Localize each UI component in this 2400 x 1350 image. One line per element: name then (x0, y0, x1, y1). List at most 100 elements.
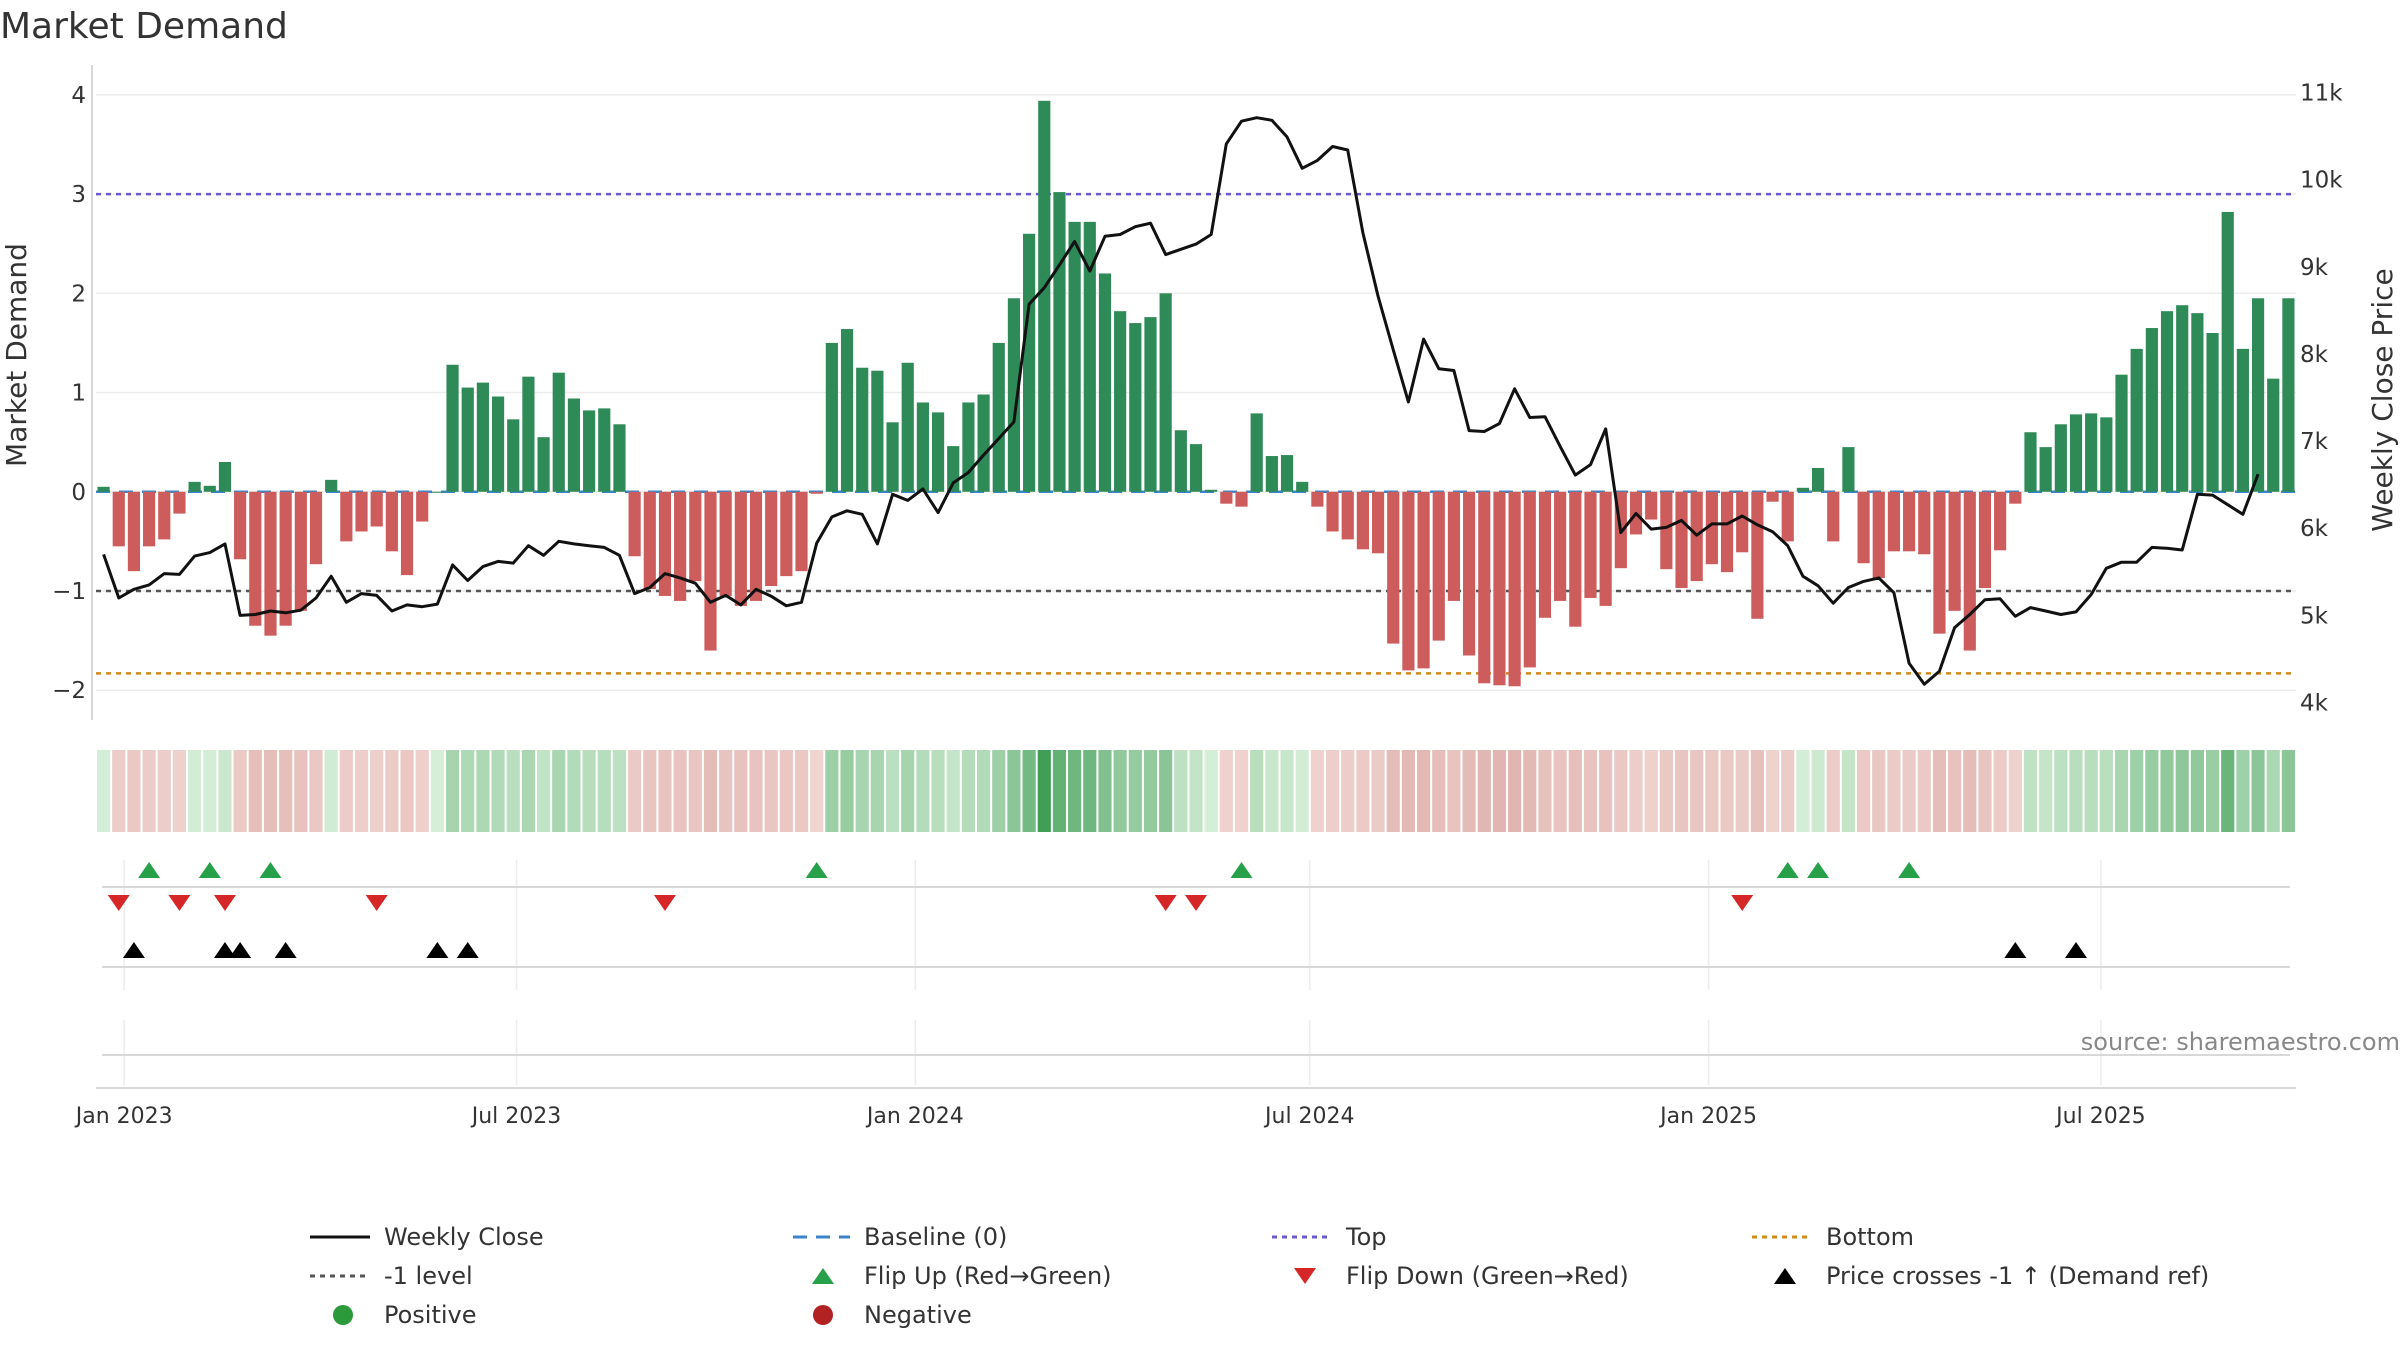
legend-swatch (813, 1305, 833, 1325)
demand-bar (1417, 491, 1430, 669)
heat-cell (1568, 750, 1582, 832)
heat-cell (1462, 750, 1476, 832)
demand-bar (249, 491, 262, 626)
demand-bar (1599, 491, 1612, 606)
heat-cell (567, 750, 581, 832)
heat-cell (1841, 750, 1855, 832)
reference-lines (96, 192, 2296, 675)
heat-cell (1735, 750, 1749, 832)
heat-cell (370, 750, 384, 832)
legend-label: Price crosses -1 ↑ (Demand ref) (1826, 1262, 2209, 1290)
legend-label: Top (1345, 1223, 1387, 1251)
heat-cell (2205, 750, 2220, 832)
demand-bar (2236, 348, 2249, 492)
y2-tick-label: 9k (2300, 255, 2329, 281)
demand-bar (2176, 305, 2189, 492)
heat-cell (2175, 750, 2189, 832)
demand-bar (1523, 491, 1536, 668)
heat-cell (1765, 750, 1780, 832)
heat-cell (1265, 750, 1279, 832)
heat-cell (1978, 750, 1992, 832)
demand-bar (537, 437, 550, 492)
heat-cell (203, 750, 217, 832)
demand-bar (158, 491, 171, 540)
demand-bar (279, 491, 292, 626)
demand-bar (1720, 491, 1734, 573)
legend-label: -1 level (384, 1262, 473, 1290)
heat-cell (142, 750, 156, 832)
demand-bar (2191, 313, 2204, 492)
demand-bar (143, 491, 156, 547)
heat-cell (658, 750, 672, 832)
heat-cell (2069, 750, 2083, 832)
demand-bar (1538, 491, 1552, 618)
y2-tick-label: 10k (2300, 168, 2343, 194)
demand-bar (2130, 348, 2143, 492)
flip-up-marker (805, 862, 828, 878)
demand-bar (567, 398, 581, 492)
demand-bar (2145, 328, 2158, 492)
heat-cell (2099, 750, 2113, 832)
demand-bar (188, 481, 201, 492)
demand-bar (1083, 221, 1096, 492)
demand-bar (1508, 491, 1521, 687)
heat-cell (1720, 750, 1734, 832)
heat-cell (2251, 750, 2265, 832)
demand-bar (1280, 455, 1294, 492)
heat-cell (1204, 750, 1218, 832)
demand-bar (1311, 491, 1324, 507)
heat-cell (339, 750, 353, 832)
demand-bar (1478, 491, 1491, 684)
heat-cell (537, 750, 551, 832)
heat-cell (233, 750, 247, 832)
heat-cell (1174, 750, 1188, 832)
legend-item: Baseline (0) (793, 1223, 1007, 1251)
heat-cell (1659, 750, 1673, 832)
price-cross-marker (274, 942, 297, 958)
heat-cell (1250, 750, 1264, 832)
demand-bar (1129, 323, 1142, 492)
demand-bar (2054, 424, 2067, 492)
heat-cell (1098, 750, 1112, 832)
legend-item: Bottom (1752, 1223, 1914, 1251)
heat-cell (1599, 750, 1613, 832)
y-tick-label: 4 (71, 83, 86, 109)
heat-cell (1113, 750, 1127, 832)
y-axis-label: Market Demand (0, 243, 33, 467)
heat-cell (855, 750, 869, 832)
legend-label: Negative (864, 1301, 972, 1329)
demand-bar (1098, 273, 1112, 492)
demand-bar (931, 412, 945, 492)
heat-cell (354, 750, 369, 832)
y-tick-label: 1 (71, 381, 86, 407)
legend-label: Weekly Close (384, 1223, 544, 1251)
demand-bar (1235, 491, 1248, 507)
legend-label: Bottom (1826, 1223, 1914, 1251)
demand-bar (825, 342, 838, 492)
demand-bar (2024, 432, 2037, 492)
heat-cell (643, 750, 657, 832)
demand-bar (203, 485, 216, 492)
heat-cell (1295, 750, 1309, 832)
demand-bar (1205, 489, 1218, 492)
heat-cell (779, 750, 793, 832)
flip-up-marker (198, 862, 221, 878)
flip-down-marker (653, 895, 676, 911)
y2-tick-label: 6k (2300, 516, 2329, 542)
demand-bar (2267, 378, 2280, 492)
heat-cell (688, 750, 702, 832)
flip-down-marker (168, 895, 191, 911)
heat-cell (476, 750, 490, 832)
demand-bar (1023, 233, 1036, 492)
heat-cell (1477, 750, 1491, 832)
demand-bar (886, 422, 899, 492)
demand-bar (173, 491, 186, 514)
heat-cell (1887, 750, 1901, 832)
demand-bar (977, 394, 990, 492)
demand-bar (749, 491, 763, 601)
demand-bar (294, 491, 307, 611)
heat-cell (2039, 750, 2053, 832)
heat-cell (1143, 750, 1158, 832)
price-cross-marker (213, 942, 236, 958)
chart-title: Market Demand (0, 6, 288, 47)
